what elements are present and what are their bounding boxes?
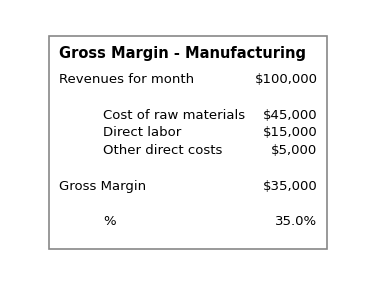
Text: Revenues for month: Revenues for month [59,73,194,86]
Text: %: % [103,215,115,228]
Text: 35.0%: 35.0% [275,215,317,228]
Text: $100,000: $100,000 [254,73,317,86]
Text: Other direct costs: Other direct costs [103,144,222,157]
FancyBboxPatch shape [49,36,327,249]
Text: $15,000: $15,000 [263,126,317,139]
Text: Cost of raw materials: Cost of raw materials [103,109,245,122]
Text: Gross Margin - Manufacturing: Gross Margin - Manufacturing [59,46,306,61]
Text: $45,000: $45,000 [263,109,317,122]
Text: Gross Margin: Gross Margin [59,180,146,193]
Text: $35,000: $35,000 [263,180,317,193]
Text: Direct labor: Direct labor [103,126,181,139]
Text: $5,000: $5,000 [271,144,317,157]
